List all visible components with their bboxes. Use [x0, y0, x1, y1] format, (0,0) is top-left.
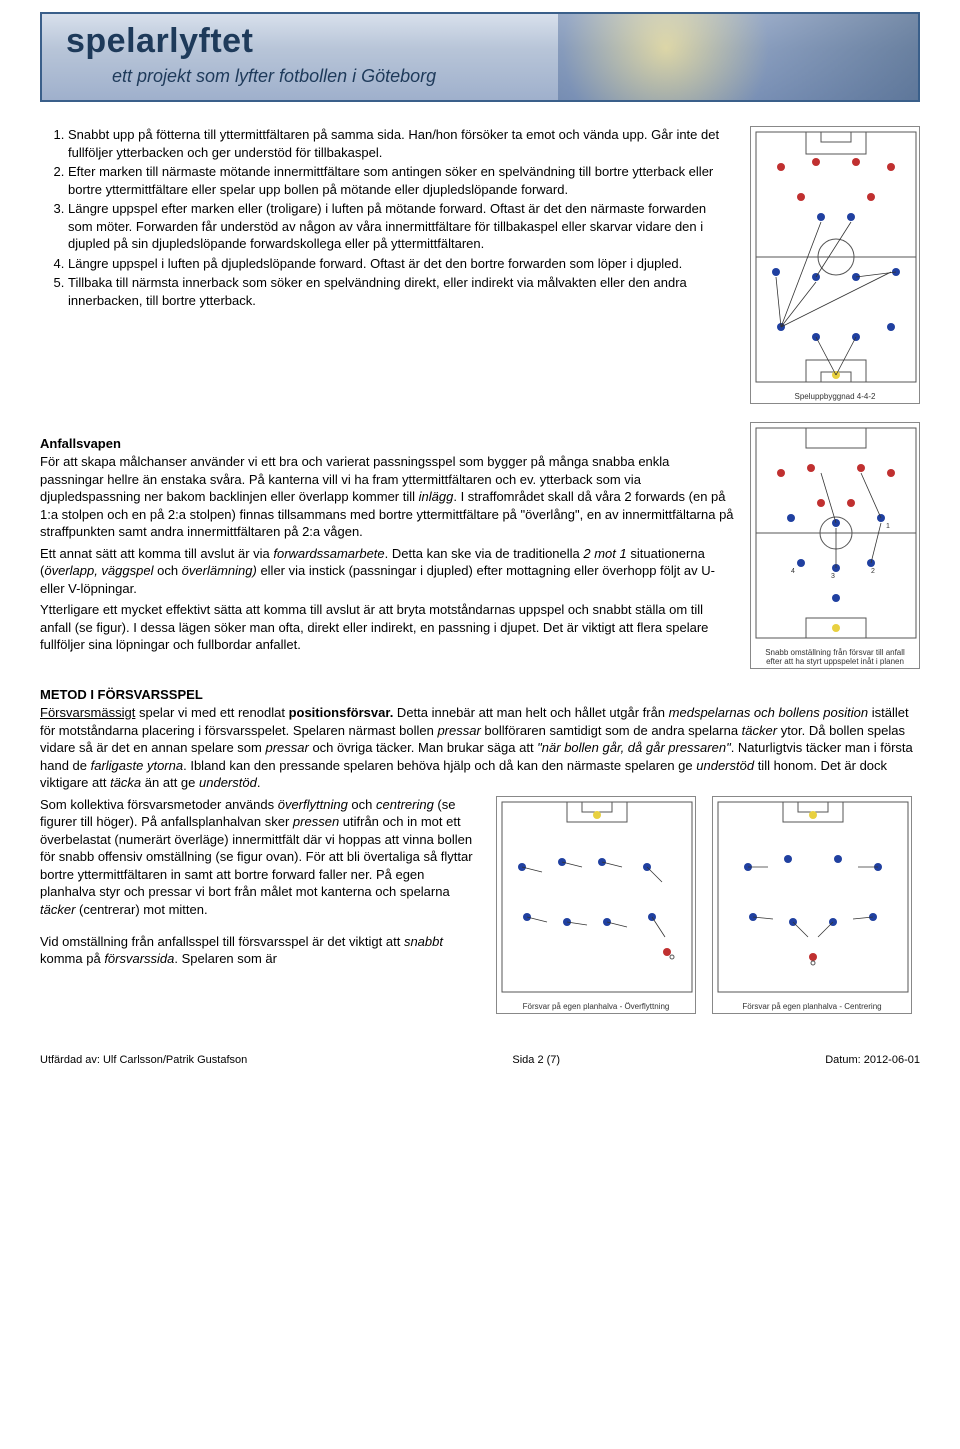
list-item: Längre uppspel i luften på djupledslöpan…	[68, 255, 734, 273]
numbered-list-col: Snabbt upp på fötterna till yttermittfäl…	[40, 126, 734, 404]
figure-caption: Försvar på egen planhalva - Centrering	[713, 1000, 911, 1013]
metod-heading: METOD I FÖRSVARSSPEL	[40, 687, 920, 702]
figure-3a-col: Försvar på egen planhalva - Överflyttnin…	[496, 796, 696, 1014]
pitch-diagram-icon	[713, 797, 913, 997]
svg-text:1: 1	[886, 523, 890, 530]
anfall-p2: Ett annat sätt att komma till avslut är …	[40, 545, 734, 598]
pitch-diagram-icon: 4 3 2 1	[751, 423, 921, 643]
figure-1-col: Speluppbyggnad 4-4-2	[750, 126, 920, 404]
forsvar-p2: Som kollektiva försvarsmetoder används ö…	[40, 796, 480, 919]
figure-overflyttning: Försvar på egen planhalva - Överflyttnin…	[496, 796, 696, 1014]
banner-title: spelarlyftet	[66, 22, 253, 61]
page: spelarlyftet ett projekt som lyfter fotb…	[0, 12, 960, 1086]
list-item: Efter marken till närmaste mötande inner…	[68, 163, 734, 198]
figure-2-col: 4 3 2 1 Snabb omställning från försvar t…	[750, 422, 920, 669]
numbered-list: Snabbt upp på fötterna till yttermittfäl…	[40, 126, 734, 309]
footer-date: Datum: 2012-06-01	[825, 1054, 920, 1066]
figure-3b-col: Försvar på egen planhalva - Centrering	[712, 796, 912, 1014]
pitch-diagram-icon	[497, 797, 697, 997]
list-item: Snabbt upp på fötterna till yttermittfäl…	[68, 126, 734, 161]
svg-text:3: 3	[831, 573, 835, 580]
figure-omstallning: 4 3 2 1 Snabb omställning från försvar t…	[750, 422, 920, 669]
anfall-p1: För att skapa målchanser använder vi ett…	[40, 453, 734, 541]
figure-centrering: Försvar på egen planhalva - Centrering	[712, 796, 912, 1014]
anfall-text-col: Anfallsvapen För att skapa målchanser an…	[40, 422, 734, 669]
figure-speluppbyggnad: Speluppbyggnad 4-4-2	[750, 126, 920, 404]
section-speluppbyggnad: Snabbt upp på fötterna till yttermittfäl…	[40, 126, 920, 404]
banner-photo	[558, 14, 918, 100]
forsvar-p3: Vid omställning från anfallsspel till fö…	[40, 933, 480, 968]
figure-caption: Snabb omställning från försvar till anfa…	[751, 646, 919, 668]
figure-caption: Försvar på egen planhalva - Överflyttnin…	[497, 1000, 695, 1013]
forsvar-text-col: Som kollektiva försvarsmetoder används ö…	[40, 796, 480, 1014]
list-item: Tillbaka till närmsta innerback som söke…	[68, 274, 734, 309]
header-banner: spelarlyftet ett projekt som lyfter fotb…	[40, 12, 920, 102]
forsvar-p1: Försvarsmässigt spelar vi med ett renodl…	[40, 704, 920, 792]
section-forsvarsmetoder: Som kollektiva försvarsmetoder används ö…	[40, 796, 920, 1014]
pitch-diagram-icon	[751, 127, 921, 387]
page-footer: Utfärdad av: Ulf Carlsson/Patrik Gustafs…	[40, 1050, 920, 1066]
svg-text:4: 4	[791, 568, 795, 575]
banner-subtitle: ett projekt som lyfter fotbollen i Göteb…	[112, 66, 436, 87]
footer-page: Sida 2 (7)	[512, 1054, 560, 1066]
section-anfallsvapen: Anfallsvapen För att skapa målchanser an…	[40, 422, 920, 669]
list-item: Längre uppspel efter marken eller (troli…	[68, 200, 734, 253]
footer-author: Utfärdad av: Ulf Carlsson/Patrik Gustafs…	[40, 1054, 247, 1066]
anfall-heading: Anfallsvapen	[40, 436, 734, 451]
figure-caption: Speluppbyggnad 4-4-2	[751, 390, 919, 403]
anfall-p3: Ytterligare ett mycket effektivt sätta a…	[40, 601, 734, 654]
svg-text:2: 2	[871, 568, 875, 575]
